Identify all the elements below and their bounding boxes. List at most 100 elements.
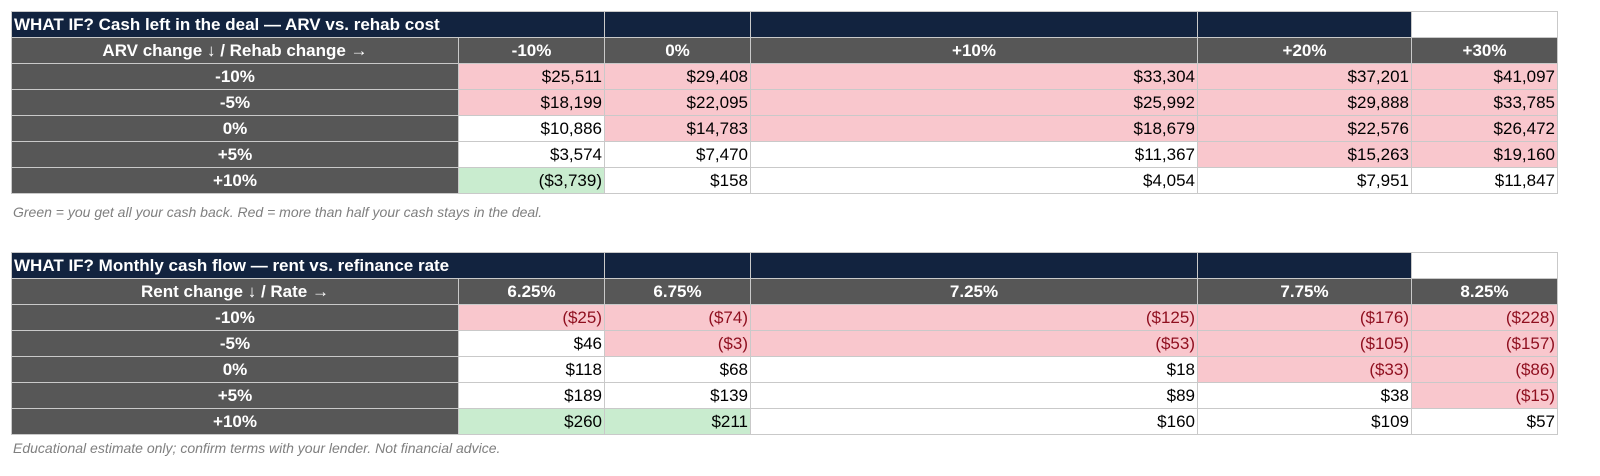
value-cell[interactable]: $37,201 <box>1197 63 1412 90</box>
empty-cell[interactable] <box>1411 11 1558 38</box>
title-fill-cell[interactable] <box>604 11 751 38</box>
value-cell[interactable]: ($125) <box>750 304 1198 331</box>
value-cell[interactable]: $68 <box>604 356 751 383</box>
value-cell[interactable]: $158 <box>604 167 751 194</box>
table-body: -10% ($25) ($74) ($125) ($176) ($228) -5% $46 ($… <box>11 304 1558 435</box>
table-title-row: WHAT IF? Monthly cash flow — rent vs. re… <box>11 252 1558 279</box>
empty-cell[interactable] <box>1411 252 1558 279</box>
value-cell[interactable]: $46 <box>458 330 605 357</box>
value-cell[interactable]: $15,263 <box>1197 141 1412 168</box>
value-cell[interactable]: $41,097 <box>1411 63 1558 90</box>
column-header[interactable]: +20% <box>1197 37 1412 64</box>
row-header[interactable]: -5% <box>11 330 459 357</box>
value-cell[interactable]: $4,054 <box>750 167 1198 194</box>
table-title[interactable]: WHAT IF? Cash left in the deal — ARV vs.… <box>11 11 605 38</box>
value-cell[interactable]: $109 <box>1197 408 1412 435</box>
value-cell[interactable]: ($25) <box>458 304 605 331</box>
value-cell[interactable]: $38 <box>1197 382 1412 409</box>
disclaimer-note: Educational estimate only; confirm terms… <box>13 440 501 456</box>
title-fill-cell[interactable] <box>1197 11 1412 38</box>
row-header[interactable]: +10% <box>11 408 459 435</box>
column-header[interactable]: 6.25% <box>458 278 605 305</box>
row-header[interactable]: +10% <box>11 167 459 194</box>
table-row: +5% $189 $139 $89 $38 ($15) <box>11 382 1558 409</box>
value-cell[interactable]: ($176) <box>1197 304 1412 331</box>
value-cell[interactable]: ($15) <box>1411 382 1558 409</box>
table-row: +5% $3,574 $7,470 $11,367 $15,263 $19,160 <box>11 141 1558 168</box>
table-row: -10% ($25) ($74) ($125) ($176) ($228) <box>11 304 1558 331</box>
row-header[interactable]: +5% <box>11 141 459 168</box>
title-fill-cell[interactable] <box>604 252 751 279</box>
value-cell[interactable]: ($3) <box>604 330 751 357</box>
cash-flow-sensitivity-table: WHAT IF? Monthly cash flow — rent vs. re… <box>11 252 1558 435</box>
table-row: -5% $46 ($3) ($53) ($105) ($157) <box>11 330 1558 357</box>
value-cell[interactable]: $211 <box>604 408 751 435</box>
row-header[interactable]: -10% <box>11 304 459 331</box>
title-fill-cell[interactable] <box>750 11 1198 38</box>
value-cell[interactable]: $260 <box>458 408 605 435</box>
value-cell[interactable]: $189 <box>458 382 605 409</box>
cash-left-sensitivity-table: WHAT IF? Cash left in the deal — ARV vs.… <box>11 11 1558 194</box>
corner-header[interactable]: Rent change ↓ / Rate → <box>11 278 459 305</box>
value-cell[interactable]: $89 <box>750 382 1198 409</box>
row-header[interactable]: 0% <box>11 115 459 142</box>
value-cell[interactable]: $29,408 <box>604 63 751 90</box>
legend-note: Green = you get all your cash back. Red … <box>13 204 543 220</box>
row-header[interactable]: -10% <box>11 63 459 90</box>
value-cell[interactable]: $14,783 <box>604 115 751 142</box>
table-row: 0% $118 $68 $18 ($33) ($86) <box>11 356 1558 383</box>
corner-header[interactable]: ARV change ↓ / Rehab change → <box>11 37 459 64</box>
table-row: -10% $25,511 $29,408 $33,304 $37,201 $41,097 <box>11 63 1558 90</box>
table-row: 0% $10,886 $14,783 $18,679 $22,576 $26,472 <box>11 115 1558 142</box>
value-cell[interactable]: $7,470 <box>604 141 751 168</box>
column-header[interactable]: +30% <box>1411 37 1558 64</box>
row-header[interactable]: -5% <box>11 89 459 116</box>
value-cell[interactable]: $160 <box>750 408 1198 435</box>
table-row: +10% ($3,739) $158 $4,054 $7,951 $11,847 <box>11 167 1558 194</box>
value-cell[interactable]: ($3,739) <box>458 167 605 194</box>
value-cell[interactable]: $11,367 <box>750 141 1198 168</box>
column-header[interactable]: 8.25% <box>1411 278 1558 305</box>
title-fill-cell[interactable] <box>1197 252 1412 279</box>
value-cell[interactable]: $26,472 <box>1411 115 1558 142</box>
value-cell[interactable]: $57 <box>1411 408 1558 435</box>
table-row: -5% $18,199 $22,095 $25,992 $29,888 $33,785 <box>11 89 1558 116</box>
value-cell[interactable]: $33,785 <box>1411 89 1558 116</box>
value-cell[interactable]: $11,847 <box>1411 167 1558 194</box>
value-cell[interactable]: ($228) <box>1411 304 1558 331</box>
column-header[interactable]: 0% <box>604 37 751 64</box>
title-fill-cell[interactable] <box>750 252 1198 279</box>
value-cell[interactable]: $29,888 <box>1197 89 1412 116</box>
row-header[interactable]: 0% <box>11 356 459 383</box>
value-cell[interactable]: $22,095 <box>604 89 751 116</box>
table-title[interactable]: WHAT IF? Monthly cash flow — rent vs. re… <box>11 252 605 279</box>
value-cell[interactable]: $18,199 <box>458 89 605 116</box>
value-cell[interactable]: $25,992 <box>750 89 1198 116</box>
value-cell[interactable]: ($86) <box>1411 356 1558 383</box>
value-cell[interactable]: $22,576 <box>1197 115 1412 142</box>
value-cell[interactable]: ($53) <box>750 330 1198 357</box>
column-header[interactable]: 7.75% <box>1197 278 1412 305</box>
value-cell[interactable]: $139 <box>604 382 751 409</box>
value-cell[interactable]: ($105) <box>1197 330 1412 357</box>
value-cell[interactable]: $7,951 <box>1197 167 1412 194</box>
table-row: +10% $260 $211 $160 $109 $57 <box>11 408 1558 435</box>
table-body: -10% $25,511 $29,408 $33,304 $37,201 $41,097-… <box>11 63 1558 194</box>
value-cell[interactable]: $18 <box>750 356 1198 383</box>
value-cell[interactable]: ($33) <box>1197 356 1412 383</box>
column-header[interactable]: -10% <box>458 37 605 64</box>
value-cell[interactable]: $33,304 <box>750 63 1198 90</box>
value-cell[interactable]: $3,574 <box>458 141 605 168</box>
value-cell[interactable]: ($74) <box>604 304 751 331</box>
value-cell[interactable]: ($157) <box>1411 330 1558 357</box>
column-header[interactable]: 6.75% <box>604 278 751 305</box>
table-title-row: WHAT IF? Cash left in the deal — ARV vs.… <box>11 11 1558 38</box>
value-cell[interactable]: $19,160 <box>1411 141 1558 168</box>
value-cell[interactable]: $10,886 <box>458 115 605 142</box>
value-cell[interactable]: $25,511 <box>458 63 605 90</box>
value-cell[interactable]: $118 <box>458 356 605 383</box>
column-header[interactable]: 7.25% <box>750 278 1198 305</box>
value-cell[interactable]: $18,679 <box>750 115 1198 142</box>
column-header[interactable]: +10% <box>750 37 1198 64</box>
row-header[interactable]: +5% <box>11 382 459 409</box>
